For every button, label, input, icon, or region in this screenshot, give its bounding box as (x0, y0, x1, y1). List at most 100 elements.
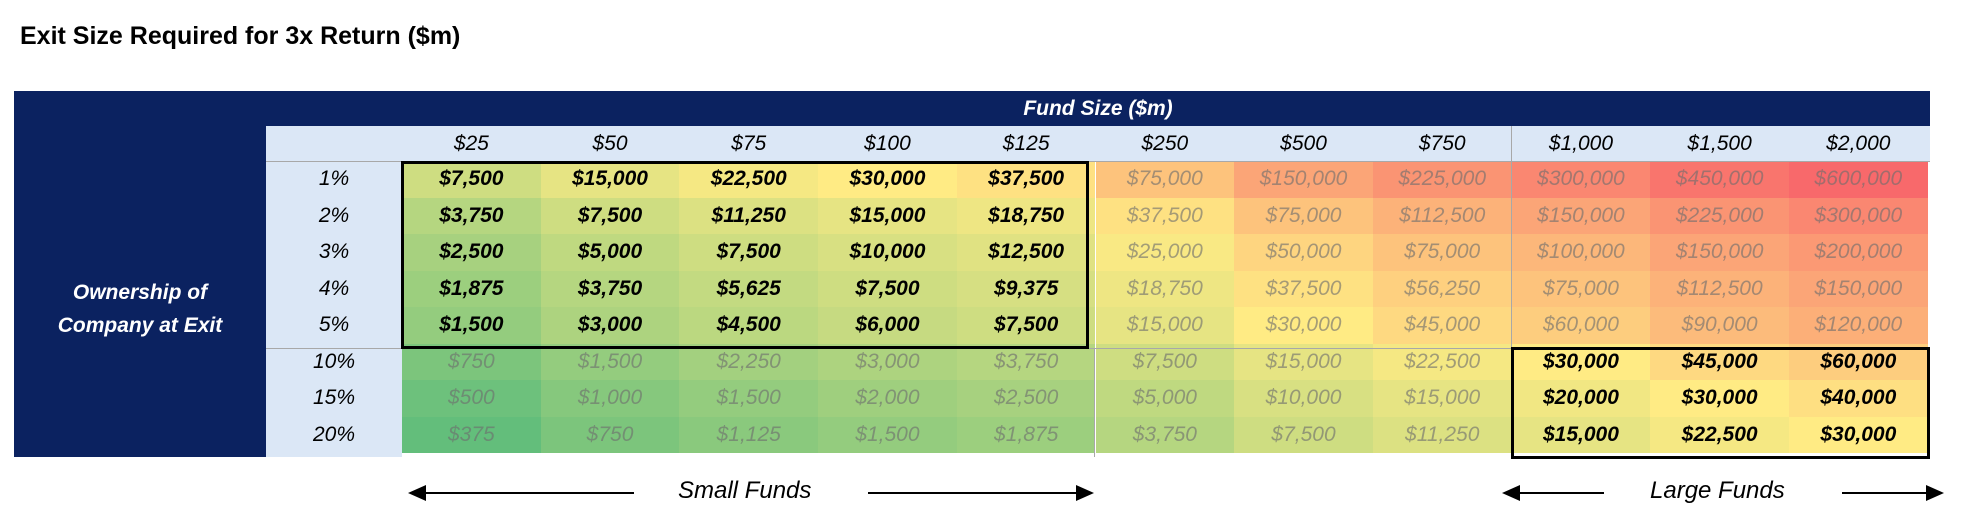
table-cell: $100,000 (1511, 234, 1651, 271)
table-cell: $15,000 (540, 161, 680, 198)
fund-size-header: $50 (592, 131, 628, 155)
table-cell: $37,500 (956, 161, 1096, 198)
table-cell: $15,000 (1511, 416, 1651, 453)
fund-size-title: Fund Size ($m) (1023, 96, 1173, 120)
table-cell: $45,000 (1372, 307, 1512, 344)
table-cell: $225,000 (1650, 197, 1789, 234)
ownership-row-header: 15% (312, 386, 356, 410)
fund-size-header: $500 (1280, 131, 1327, 155)
table-cell: $75,000 (1511, 270, 1651, 307)
table-cell: $1,875 (402, 270, 541, 307)
fund-size-header: $2,000 (1826, 131, 1891, 155)
fund-size-header-bar (14, 91, 1930, 126)
fund-size-header: $125 (1002, 131, 1050, 155)
table-cell: $3,750 (540, 270, 680, 307)
table-cell: $4,500 (679, 307, 819, 344)
fund-size-header: $1,000 (1548, 131, 1614, 155)
table-cell: $750 (402, 343, 541, 380)
table-cell: $37,500 (1095, 197, 1235, 234)
table-cell: $2,500 (402, 234, 541, 271)
table-cell: $7,500 (679, 234, 819, 271)
small-funds-left-arrow-icon (408, 485, 426, 501)
table-cell: $150,000 (1511, 197, 1651, 234)
table-cell: $150,000 (1650, 234, 1789, 271)
table-cell: $20,000 (1511, 380, 1651, 417)
table-cell: $15,000 (1372, 380, 1512, 417)
table-cell: $6,000 (818, 307, 957, 344)
table-cell: $5,625 (679, 270, 819, 307)
table-cell: $10,000 (1234, 380, 1373, 417)
table-cell: $450,000 (1650, 161, 1789, 198)
table-cell: $2,250 (679, 343, 819, 380)
fund-size-header: $100 (864, 131, 911, 155)
table-cell: $3,750 (956, 343, 1096, 380)
ownership-row-header: 3% (318, 240, 350, 264)
table-cell: $22,500 (1372, 343, 1512, 380)
fund-size-header: $250 (1141, 131, 1189, 155)
table-cell: $120,000 (1789, 307, 1928, 344)
table-cell: $15,000 (1095, 307, 1235, 344)
table-cell: $225,000 (1372, 161, 1512, 198)
table-cell: $1,000 (540, 380, 680, 417)
table-cell: $7,500 (1234, 416, 1373, 453)
table-cell: $7,500 (956, 307, 1096, 344)
ownership-row-header: 10% (312, 349, 356, 373)
table-cell: $2,000 (818, 380, 957, 417)
table-cell: $18,750 (956, 197, 1096, 234)
small-funds-label: Small Funds (678, 477, 812, 504)
page-title: Exit Size Required for 3x Return ($m) (20, 22, 461, 50)
table-cell: $5,000 (1095, 380, 1235, 417)
table-cell: $1,500 (818, 416, 957, 453)
table-cell: $7,500 (818, 270, 957, 307)
table-cell: $37,500 (1234, 270, 1373, 307)
table-cell: $25,000 (1095, 234, 1235, 271)
table-cell: $11,250 (679, 197, 819, 234)
large-funds-label: Large Funds (1650, 477, 1785, 504)
table-cell: $30,000 (1650, 380, 1789, 417)
table-cell: $30,000 (1789, 416, 1928, 453)
ownership-labels-column (266, 161, 402, 457)
table-cell: $22,500 (679, 161, 819, 198)
table-cell: $150,000 (1789, 270, 1928, 307)
ownership-row-header: 4% (318, 276, 350, 300)
table-cell: $3,750 (402, 197, 541, 234)
table-cell: $500 (402, 380, 541, 417)
small-funds-left-line (424, 492, 634, 494)
fund-size-header: $750 (1418, 131, 1466, 155)
table-cell: $40,000 (1789, 380, 1928, 417)
small-funds-right-line (868, 492, 1078, 494)
table-cell: $5,000 (540, 234, 680, 271)
ownership-row-header: 5% (318, 313, 350, 337)
table-cell: $1,500 (402, 307, 541, 344)
table-cell: $150,000 (1234, 161, 1373, 198)
ownership-row-header: 20% (312, 422, 356, 446)
table-cell: $1,500 (679, 380, 819, 417)
table-cell: $7,500 (1095, 343, 1235, 380)
table-cell: $60,000 (1511, 307, 1651, 344)
table-cell: $2,500 (956, 380, 1096, 417)
ownership-group-divider (266, 348, 1930, 349)
table-cell: $112,500 (1650, 270, 1789, 307)
ownership-row-header: 1% (318, 167, 350, 191)
table-cell: $112,500 (1372, 197, 1512, 234)
table-cell: $75,000 (1372, 234, 1512, 271)
table-cell: $18,750 (1095, 270, 1235, 307)
fund-size-labels-row (266, 126, 1930, 161)
table-cell: $75,000 (1095, 161, 1235, 198)
fund-size-header: $75 (731, 131, 767, 155)
ownership-label: Ownership of Company at Exit (57, 281, 223, 337)
table-cell: $7,500 (402, 161, 541, 198)
fund-size-header: $25 (453, 131, 489, 155)
table-cell: $3,750 (1095, 416, 1235, 453)
table-cell: $15,000 (818, 197, 957, 234)
large-funds-right-arrow-icon (1926, 485, 1944, 501)
large-funds-left-arrow-icon (1502, 485, 1520, 501)
large-funds-column-divider (1511, 126, 1512, 457)
table-cell: $9,375 (956, 270, 1096, 307)
table-cell: $30,000 (1234, 307, 1373, 344)
table-cell: $7,500 (540, 197, 680, 234)
large-funds-right-line (1842, 492, 1928, 494)
large-funds-left-line (1518, 492, 1604, 494)
table-cell: $56,250 (1372, 270, 1512, 307)
small-funds-right-arrow-icon (1076, 485, 1094, 501)
